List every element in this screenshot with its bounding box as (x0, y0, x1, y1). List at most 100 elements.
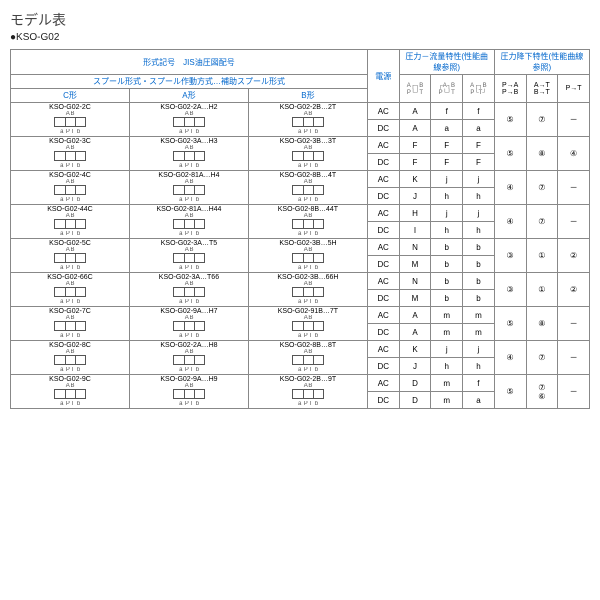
cell-c: KSO-G02-5CA Ba P T b (11, 239, 130, 273)
cell-a: KSO-G02-9A…H9A Ba P T b (129, 375, 248, 409)
cell-c: KSO-G02-4CA Ba P T b (11, 171, 130, 205)
cell-val: I (399, 222, 431, 239)
cell-val: A (399, 324, 431, 341)
cell-val: j (463, 341, 495, 358)
cell-pd: ⑧ (526, 137, 558, 171)
cell-pd: ② (558, 273, 590, 307)
cell-dc: DC (367, 188, 399, 205)
hdr-spool: スプール形式・スプール作動方式…補助スプール形式 (11, 75, 368, 89)
cell-ac: AC (367, 273, 399, 290)
cell-val: F (399, 154, 431, 171)
cell-val: m (431, 307, 463, 324)
cell-dc: DC (367, 324, 399, 341)
cell-val: b (431, 290, 463, 307)
cell-val: b (431, 273, 463, 290)
cell-pd: ① (526, 239, 558, 273)
cell-pd: ⑦ ⑥ (526, 375, 558, 409)
cell-pd: ④ (494, 171, 526, 205)
cell-ac: AC (367, 137, 399, 154)
cell-val: j (431, 341, 463, 358)
cell-val: b (463, 290, 495, 307)
cell-pd: ④ (494, 341, 526, 375)
cell-b: KSO-G02-8B…44TA Ba P T b (248, 205, 367, 239)
cell-val: m (431, 324, 463, 341)
cell-ac: AC (367, 103, 399, 120)
cell-val: j (463, 205, 495, 222)
cell-val: f (431, 103, 463, 120)
hdr-at: A→T B→T (526, 75, 558, 103)
hdr-press-flow: 圧力－流量特性(性能曲線参照) (399, 50, 494, 75)
cell-val: b (463, 256, 495, 273)
cell-pd: ⑧ (526, 307, 558, 341)
cell-val: b (463, 273, 495, 290)
cell-val: h (463, 358, 495, 375)
cell-dc: DC (367, 154, 399, 171)
cell-val: M (399, 256, 431, 273)
hdr-sym2: ┌A┐BP└┘T (431, 75, 463, 103)
cell-pd: ④ (494, 205, 526, 239)
cell-val: h (431, 358, 463, 375)
cell-pd: ⑦ (526, 103, 558, 137)
cell-val: m (431, 392, 463, 409)
cell-a: KSO-G02-2A…H2A Ba P T b (129, 103, 248, 137)
cell-val: h (463, 222, 495, 239)
cell-val: F (431, 137, 463, 154)
cell-pd: ④ (558, 137, 590, 171)
hdr-power: 電源 (367, 50, 399, 103)
cell-dc: DC (367, 358, 399, 375)
cell-b: KSO-G02-2B…9TA Ba P T b (248, 375, 367, 409)
cell-val: h (431, 188, 463, 205)
hdr-b: B形 (248, 89, 367, 103)
cell-a: KSO-G02-2A…H8A Ba P T b (129, 341, 248, 375)
cell-ac: AC (367, 375, 399, 392)
cell-b: KSO-G02-91B…7TA Ba P T b (248, 307, 367, 341)
cell-pd: ① (526, 273, 558, 307)
cell-pd: ⑤ (494, 103, 526, 137)
cell-a: KSO-G02-3A…T66A Ba P T b (129, 273, 248, 307)
cell-val: j (431, 171, 463, 188)
cell-pd: ⑤ (494, 375, 526, 409)
cell-pd: － (558, 205, 590, 239)
cell-val: a (431, 120, 463, 137)
cell-a: KSO-G02-81A…H4A Ba P T b (129, 171, 248, 205)
cell-pd: ⑦ (526, 205, 558, 239)
cell-val: F (431, 154, 463, 171)
hdr-c: C形 (11, 89, 130, 103)
cell-val: K (399, 171, 431, 188)
hdr-a: A形 (129, 89, 248, 103)
cell-a: KSO-G02-3A…T5A Ba P T b (129, 239, 248, 273)
cell-val: m (463, 307, 495, 324)
cell-dc: DC (367, 222, 399, 239)
cell-val: b (463, 239, 495, 256)
cell-c: KSO-G02-3CA Ba P T b (11, 137, 130, 171)
cell-val: M (399, 290, 431, 307)
cell-b: KSO-G02-3B…3TA Ba P T b (248, 137, 367, 171)
cell-ac: AC (367, 171, 399, 188)
cell-pd: ③ (494, 239, 526, 273)
cell-pd: ⑤ (494, 307, 526, 341)
page-subtitle: ●KSO-G02 (10, 32, 590, 43)
cell-pd: － (558, 103, 590, 137)
cell-val: f (463, 103, 495, 120)
cell-dc: DC (367, 256, 399, 273)
hdr-sym3: A┌┐BP└T┘ (463, 75, 495, 103)
hdr-model-group: 形式記号 JIS油圧図配号 (11, 50, 368, 75)
cell-pd: ⑦ (526, 341, 558, 375)
cell-dc: DC (367, 290, 399, 307)
cell-a: KSO-G02-3A…H3A Ba P T b (129, 137, 248, 171)
hdr-press-drop: 圧力降下特性(性能曲線参照) (494, 50, 589, 75)
hdr-sym1: A┌┐BP└┘T (399, 75, 431, 103)
cell-pd: － (558, 307, 590, 341)
cell-val: a (463, 120, 495, 137)
cell-ac: AC (367, 239, 399, 256)
cell-b: KSO-G02-2B…2TA Ba P T b (248, 103, 367, 137)
cell-val: h (463, 188, 495, 205)
cell-val: K (399, 341, 431, 358)
cell-val: b (431, 239, 463, 256)
cell-ac: AC (367, 341, 399, 358)
cell-val: a (463, 392, 495, 409)
cell-ac: AC (367, 205, 399, 222)
cell-val: b (431, 256, 463, 273)
cell-val: A (399, 103, 431, 120)
hdr-pt: P→T (558, 75, 590, 103)
